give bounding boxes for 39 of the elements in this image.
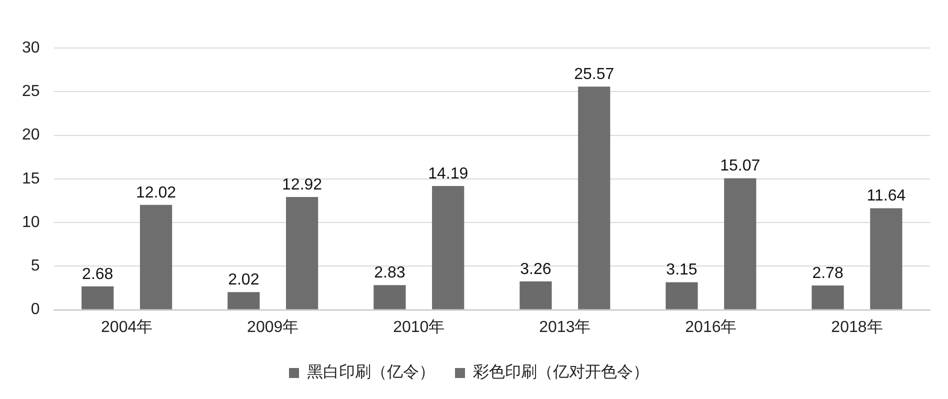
- bar: [374, 285, 406, 310]
- data-label: 12.92: [282, 176, 322, 194]
- legend-label: 彩色印刷（亿对开色令）: [473, 362, 649, 382]
- y-tick-label: 0: [30, 301, 40, 318]
- data-label: 2.83: [374, 264, 406, 282]
- y-tick-label: 10: [22, 214, 40, 231]
- x-tick-label: 2010年: [393, 318, 445, 336]
- bar: [82, 286, 114, 310]
- x-tick-label: 2013年: [539, 318, 591, 336]
- data-label: 14.19: [428, 165, 468, 182]
- x-tick-label: 2018年: [831, 318, 883, 336]
- data-label: 3.26: [520, 260, 552, 278]
- bar: [228, 292, 260, 310]
- bar: [140, 204, 172, 310]
- legend-label: 黑白印刷（亿令）: [307, 362, 435, 382]
- bar: [812, 286, 844, 310]
- bar: [666, 282, 698, 310]
- x-tick-label: 2004年: [101, 318, 153, 336]
- data-label: 2.78: [812, 264, 844, 282]
- y-tick-label: 5: [30, 258, 40, 275]
- data-label: 3.15: [666, 262, 698, 279]
- bar: [432, 186, 464, 310]
- bar: [724, 178, 756, 310]
- data-label: 12.02: [136, 184, 176, 202]
- y-tick-label: 20: [22, 126, 40, 144]
- y-tick-label: 30: [22, 39, 40, 56]
- data-label: 15.07: [720, 158, 760, 175]
- x-tick-label: 2016年: [685, 318, 737, 336]
- y-tick-label: 25: [22, 83, 40, 100]
- bar: [286, 197, 318, 310]
- bar: [520, 281, 552, 310]
- data-label: 2.68: [82, 266, 114, 283]
- data-label: 2.02: [228, 272, 260, 289]
- data-label: 11.64: [866, 188, 906, 205]
- x-tick-label: 2009年: [247, 318, 299, 336]
- bar: [578, 86, 610, 310]
- y-tick-label: 15: [22, 170, 40, 188]
- data-label: 25.57: [574, 66, 614, 84]
- bar: [870, 208, 902, 310]
